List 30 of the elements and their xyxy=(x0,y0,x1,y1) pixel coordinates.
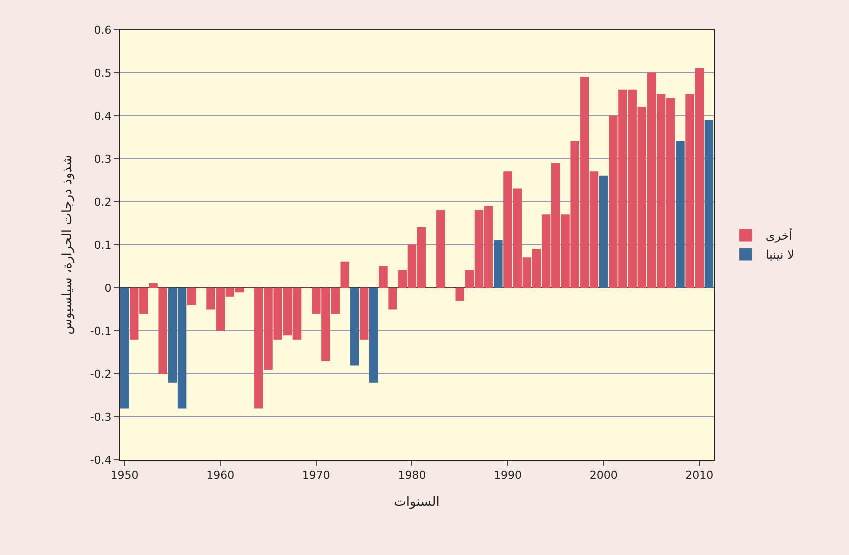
y-tick-label: -0.4 xyxy=(90,454,112,467)
bar xyxy=(599,176,608,288)
bar xyxy=(704,120,714,288)
y-tick-label: -0.1 xyxy=(90,324,112,338)
y-axis-title: شذوذ درجات الحرارة، سيلسيوس xyxy=(60,155,76,335)
x-tick-label: 2000 xyxy=(590,469,618,482)
y-tick-label: 0.6 xyxy=(94,24,112,37)
x-axis-title: السنوات xyxy=(394,494,440,510)
bar xyxy=(120,288,130,409)
bar xyxy=(370,288,378,383)
x-tick-label: 1990 xyxy=(494,469,522,482)
x-tick-label: 1980 xyxy=(398,469,426,482)
y-tick-label: -0.3 xyxy=(90,410,112,424)
y-tick-label: 0.4 xyxy=(94,110,112,123)
y-tick-label: 0 xyxy=(104,282,112,295)
y-tick-label: 0.3 xyxy=(94,152,112,166)
y-tick-label: 0.5 xyxy=(94,66,112,80)
legend-label: لا نينيا xyxy=(766,248,794,262)
x-tick-label: 1970 xyxy=(302,469,330,482)
bar xyxy=(350,288,360,366)
y-tick-label: 0.1 xyxy=(94,238,112,252)
legend-label: أخرى xyxy=(766,228,793,244)
x-tick-label: 2010 xyxy=(686,469,714,482)
y-tick-label: -0.2 xyxy=(90,368,112,381)
x-tick-label: 1950 xyxy=(110,469,139,482)
y-tick-label: 0.2 xyxy=(94,196,112,209)
bar xyxy=(360,288,369,340)
bar xyxy=(676,142,685,288)
bar xyxy=(494,240,503,288)
x-tick-label: 1960 xyxy=(206,469,235,482)
